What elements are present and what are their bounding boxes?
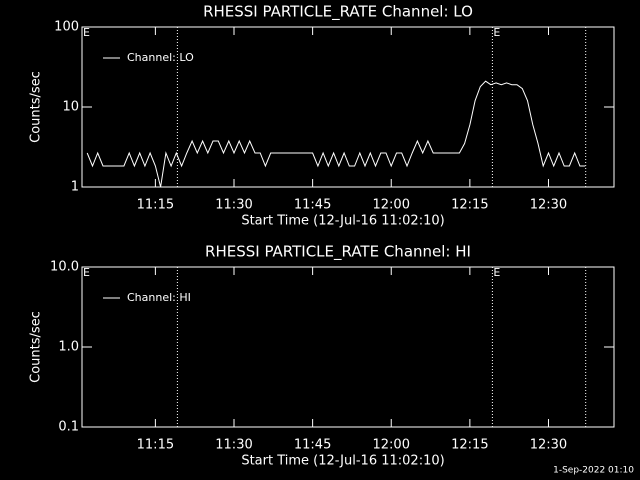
marker-label: E — [493, 26, 500, 39]
legend-label: Channel: HI — [127, 291, 191, 304]
x-tick-label: 12:00 — [373, 438, 410, 453]
x-tick-label: 12:15 — [451, 438, 488, 453]
legend-label: Channel: LO — [127, 51, 194, 64]
y-axis-label: Counts/sec — [29, 311, 44, 383]
x-tick-label: 11:30 — [215, 198, 252, 213]
y-tick-label: 10 — [62, 100, 79, 115]
x-tick-label: 11:45 — [294, 438, 331, 453]
x-tick-label: 11:45 — [294, 198, 331, 213]
x-tick-label: 12:00 — [373, 198, 410, 213]
marker-label: E — [493, 266, 500, 279]
chart-title: RHESSI PARTICLE_RATE Channel: LO — [203, 3, 473, 22]
x-tick-label: 12:15 — [451, 198, 488, 213]
footer: 1-Sep-2022 01:10 — [553, 466, 634, 476]
x-axis-label: Start Time (12-Jul-16 11:02:10) — [241, 214, 444, 229]
x-axis-label: Start Time (12-Jul-16 11:02:10) — [241, 454, 444, 469]
marker-label: E — [83, 266, 90, 279]
y-axis-label: Counts/sec — [29, 71, 44, 143]
y-tick-label: 0.1 — [58, 420, 79, 435]
y-tick-label: 1.0 — [58, 340, 79, 355]
x-tick-label: 11:30 — [215, 438, 252, 453]
data-line — [86, 80, 586, 188]
x-tick-label: 12:30 — [530, 438, 567, 453]
x-tick-label: 11:15 — [137, 198, 174, 213]
x-tick-label: 12:30 — [530, 198, 567, 213]
y-tick-label: 1 — [71, 180, 79, 195]
x-tick-label: 11:15 — [137, 438, 174, 453]
y-tick-label: 100 — [54, 20, 79, 35]
y-tick-label: 10.0 — [50, 260, 79, 275]
chart-title: RHESSI PARTICLE_RATE Channel: HI — [205, 243, 471, 262]
marker-label: E — [83, 26, 90, 39]
